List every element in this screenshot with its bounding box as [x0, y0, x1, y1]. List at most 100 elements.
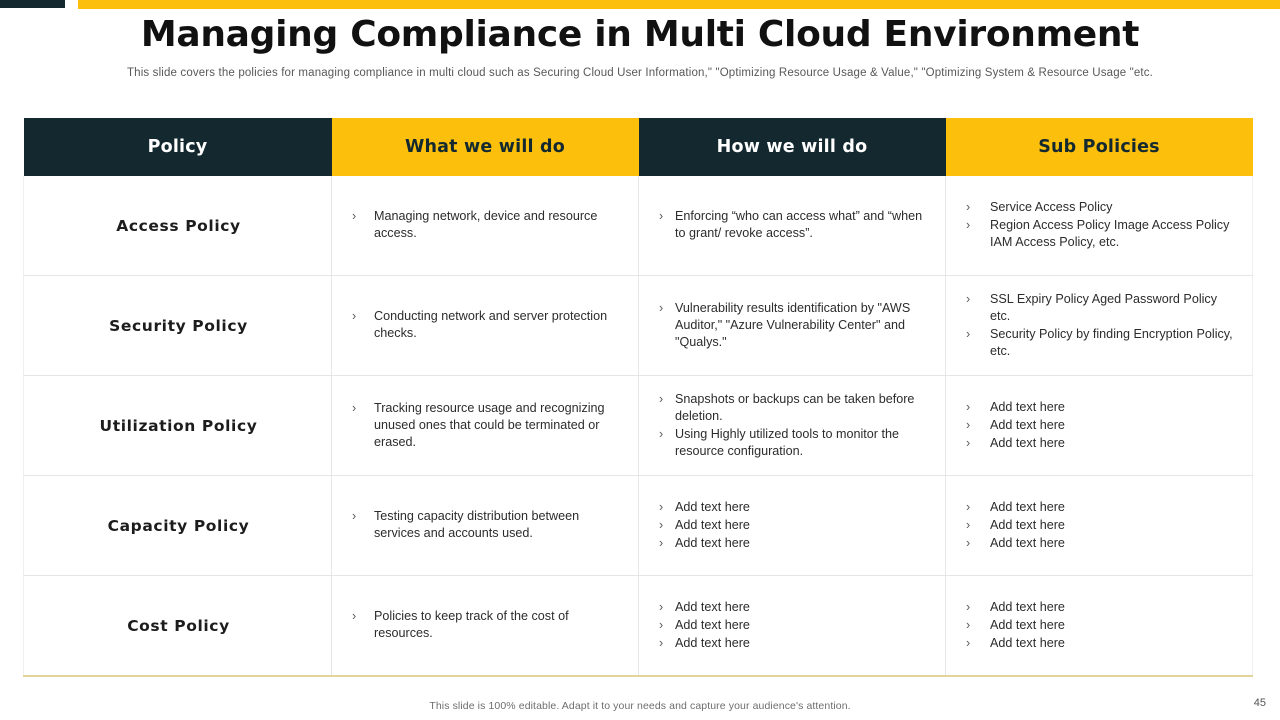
list-item: › Add text here	[653, 499, 933, 516]
bullet-list: › Policies to keep track of the cost of r…	[346, 608, 626, 642]
chevron-right-icon: ›	[352, 209, 357, 223]
list-item: › Managing network, device and resource a…	[346, 208, 626, 242]
list-item-label: Add text here	[675, 617, 750, 632]
list-item: › Add text here	[960, 535, 1240, 552]
list-item-label: Add text here	[990, 399, 1065, 414]
policy-name-cell: Access Policy	[23, 176, 332, 276]
list-item-label: Conducting network and server protection…	[374, 309, 608, 340]
column-header-how[interactable]: How we will do	[638, 118, 946, 176]
list-item-label: Snapshots or backups can be taken before…	[675, 391, 915, 423]
bullet-list: › Conducting network and server protectio…	[346, 308, 626, 342]
cell-sub-policies: › Service Access Policy › Region Access Pol…	[945, 176, 1253, 276]
list-item-label: Add text here	[675, 517, 750, 532]
list-item-label: Add text here	[990, 617, 1065, 632]
list-item-label: Add text here	[675, 499, 750, 514]
bullet-list: › Add text here › Add text here › Add text he…	[960, 599, 1240, 652]
list-item: › Testing capacity distribution between s…	[346, 508, 626, 542]
cell-what-we-will-do: › Managing network, device and resource a…	[331, 176, 639, 276]
list-item-label: Security Policy by finding Encryption Po…	[990, 326, 1233, 358]
list-item: › Add text here	[653, 599, 933, 616]
chevron-right-icon: ›	[659, 209, 664, 223]
list-item: › Add text here	[653, 617, 933, 634]
bullet-list: › Enforcing “who can access what” and “wh…	[653, 208, 933, 242]
page-subtitle: This slide covers the policies for manag…	[127, 67, 1153, 79]
table-row: Security Policy › Conducting network and s…	[23, 275, 1253, 376]
table-body: Access Policy › Managing network, device a…	[23, 176, 1253, 676]
list-item-label: Region Access Policy Image Access Policy…	[990, 218, 1230, 249]
list-item: › SSL Expiry Policy Aged Password Policy …	[960, 291, 1240, 325]
list-item: › Policies to keep track of the cost of r…	[346, 608, 626, 642]
list-item: › Service Access Policy	[960, 199, 1240, 216]
list-item-label: Add text here	[990, 435, 1065, 450]
chevron-right-icon: ›	[966, 599, 971, 614]
list-item-label: Tracking resource usage and recognizing …	[374, 400, 605, 449]
list-item: › Add text here	[960, 435, 1240, 452]
bullet-list: › SSL Expiry Policy Aged Password Policy …	[960, 291, 1240, 360]
cell-what-we-will-do: › Testing capacity distribution between s…	[331, 475, 639, 576]
cell-what-we-will-do: › Tracking resource usage and recognizing…	[331, 375, 639, 476]
cell-sub-policies: › Add text here › Add text here › Add text he…	[945, 375, 1253, 476]
chevron-right-icon: ›	[966, 499, 971, 514]
bullet-list: › Snapshots or backups can be taken befor…	[653, 391, 933, 460]
list-item: › Add text here	[960, 517, 1240, 534]
table-header-row: Policy What we will do How we will do Su…	[23, 118, 1253, 176]
chevron-right-icon: ›	[966, 435, 971, 450]
chevron-right-icon: ›	[352, 609, 357, 623]
list-item: › Conducting network and server protectio…	[346, 308, 626, 342]
bullet-list: › Add text here › Add text here › Add text he…	[653, 499, 933, 552]
policy-name-cell: Security Policy	[23, 275, 332, 376]
list-item-label: Add text here	[990, 499, 1065, 514]
table-row: Utilization Policy › Tracking resource usa…	[23, 375, 1253, 476]
cell-sub-policies: › Add text here › Add text here › Add text he…	[945, 575, 1253, 676]
chevron-right-icon: ›	[352, 400, 357, 415]
list-item-label: Using Highly utilized tools to monitor t…	[675, 426, 899, 458]
chevron-right-icon: ›	[966, 291, 971, 306]
chevron-right-icon: ›	[659, 599, 664, 614]
chevron-right-icon: ›	[966, 399, 971, 414]
list-item-label: Add text here	[675, 535, 750, 550]
bullet-list: › Tracking resource usage and recognizing…	[346, 400, 626, 451]
top-accent-bar-dark	[0, 0, 65, 8]
list-item: › Add text here	[960, 635, 1240, 652]
list-item: › Add text here	[653, 635, 933, 652]
table-row: Cost Policy › Policies to keep track of th…	[23, 575, 1253, 676]
chevron-right-icon: ›	[659, 635, 664, 650]
list-item: › Add text here	[960, 399, 1240, 416]
policy-table-container: Policy What we will do How we will do Su…	[23, 118, 1253, 677]
column-header-sub[interactable]: Sub Policies	[945, 118, 1253, 176]
bullet-list: › Vulnerability results identification by…	[653, 300, 933, 351]
bullet-list: › Service Access Policy › Region Access Pol…	[960, 199, 1240, 251]
list-item-label: Add text here	[990, 635, 1065, 650]
chevron-right-icon: ›	[966, 535, 971, 550]
policy-name-cell: Cost Policy	[23, 575, 332, 676]
list-item: › Add text here	[960, 599, 1240, 616]
policy-name-cell: Utilization Policy	[23, 375, 332, 476]
list-item: › Vulnerability results identification by…	[653, 300, 933, 351]
list-item: › Snapshots or backups can be taken befor…	[653, 391, 933, 425]
cell-how-we-will-do: › Add text here › Add text here › Add text he…	[638, 575, 946, 676]
list-item: › Add text here	[653, 535, 933, 552]
chevron-right-icon: ›	[659, 391, 664, 406]
cell-how-we-will-do: › Enforcing “who can access what” and “wh…	[638, 176, 946, 276]
cell-how-we-will-do: › Snapshots or backups can be taken befor…	[638, 375, 946, 476]
bullet-list: › Testing capacity distribution between s…	[346, 508, 626, 542]
list-item: › Tracking resource usage and recognizing…	[346, 400, 626, 451]
list-item-label: Add text here	[675, 635, 750, 650]
cell-what-we-will-do: › Conducting network and server protectio…	[331, 275, 639, 376]
list-item-label: Add text here	[675, 599, 750, 614]
list-item-label: Managing network, device and resource ac…	[374, 209, 598, 240]
chevron-right-icon: ›	[966, 517, 971, 532]
chevron-right-icon: ›	[352, 309, 357, 323]
table-row: Access Policy › Managing network, device a…	[23, 176, 1253, 276]
cell-how-we-will-do: › Add text here › Add text here › Add text he…	[638, 475, 946, 576]
chevron-right-icon: ›	[966, 326, 971, 341]
page-number: 45	[1253, 697, 1266, 709]
cell-sub-policies: › SSL Expiry Policy Aged Password Policy …	[945, 275, 1253, 376]
chevron-right-icon: ›	[659, 426, 664, 441]
list-item-label: Enforcing “who can access what” and “whe…	[675, 209, 923, 240]
chevron-right-icon: ›	[659, 535, 664, 550]
bullet-list: › Add text here › Add text here › Add text he…	[960, 499, 1240, 552]
column-header-what[interactable]: What we will do	[331, 118, 639, 176]
column-header-policy[interactable]: Policy	[23, 118, 332, 176]
table-header: Policy What we will do How we will do Su…	[23, 118, 1253, 176]
